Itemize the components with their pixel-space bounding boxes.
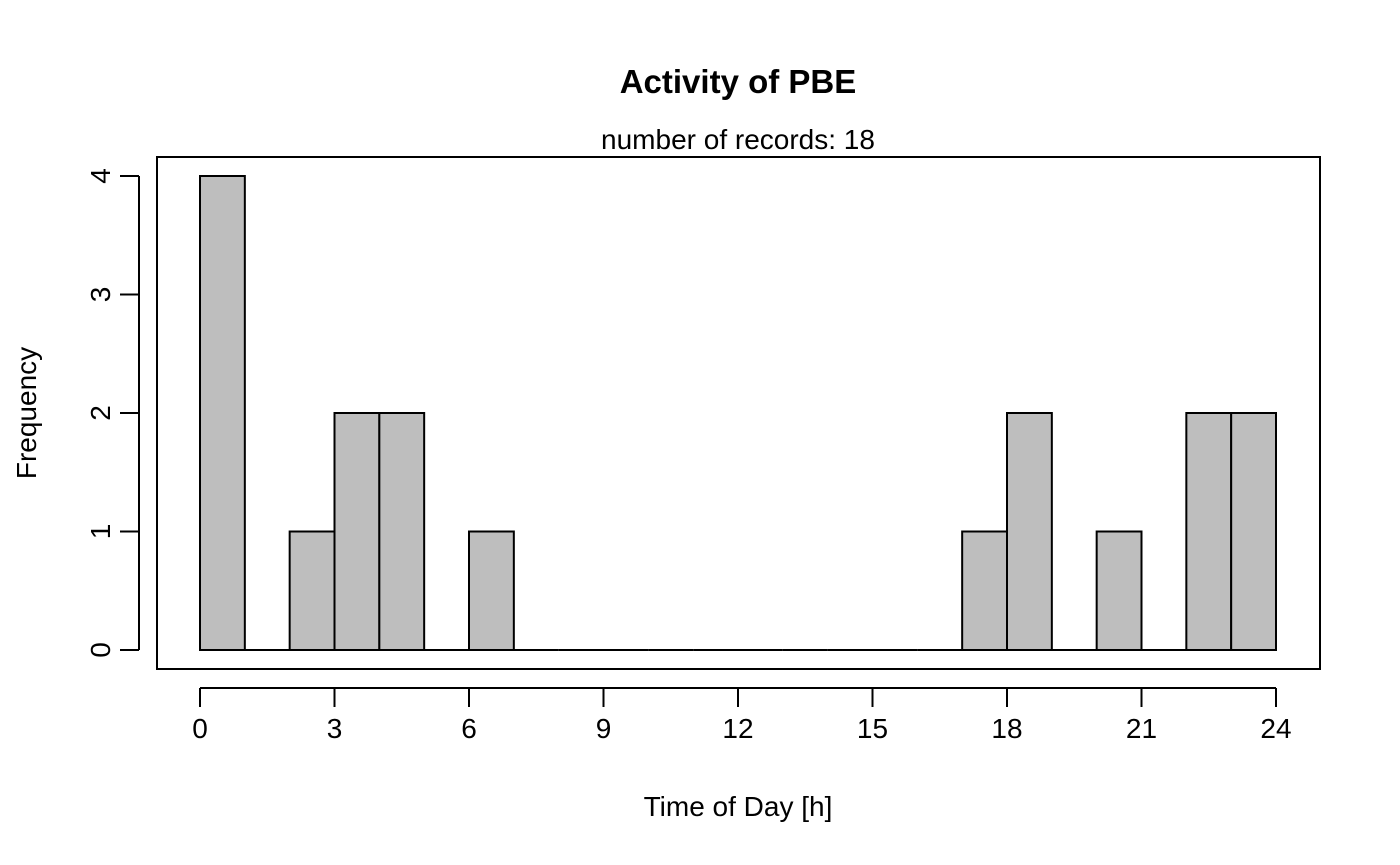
x-tick-label: 9 — [596, 713, 612, 744]
histogram-bar — [1006, 412, 1053, 651]
x-tick-label: 12 — [722, 713, 753, 744]
histogram-bar — [1185, 412, 1233, 651]
y-tick-label: 0 — [85, 642, 116, 658]
histogram-bar — [199, 175, 246, 651]
x-tick-label: 6 — [461, 713, 477, 744]
plot-frame — [156, 156, 1321, 670]
histogram-bar — [1095, 530, 1143, 651]
y-tick-label: 4 — [85, 168, 116, 184]
histogram-bar — [961, 530, 1009, 651]
x-tick-label: 24 — [1260, 713, 1291, 744]
x-tick-label: 18 — [991, 713, 1022, 744]
histogram-bar — [288, 530, 336, 651]
histogram-bar — [378, 412, 426, 651]
x-axis-label: Time of Day [h] — [644, 791, 833, 822]
y-tick-label: 3 — [85, 287, 116, 303]
chart-title: Activity of PBE — [620, 63, 857, 100]
x-tick-label: 3 — [327, 713, 343, 744]
histogram-bar — [468, 530, 515, 651]
y-tick-label: 2 — [85, 405, 116, 421]
y-tick-label: 1 — [85, 524, 116, 540]
y-axis-label: Frequency — [11, 347, 42, 479]
histogram-bar — [333, 412, 381, 651]
chart-subtitle: number of records: 18 — [601, 124, 875, 155]
x-tick-label: 21 — [1126, 713, 1157, 744]
x-axis: 0 3 6 9 12 15 18 21 24 — [192, 687, 1292, 744]
x-tick-label: 0 — [192, 713, 208, 744]
y-axis: 0 1 2 3 4 — [85, 168, 140, 658]
histogram-bar — [1230, 412, 1277, 651]
bars-group — [199, 175, 1277, 651]
x-tick-label: 15 — [857, 713, 888, 744]
